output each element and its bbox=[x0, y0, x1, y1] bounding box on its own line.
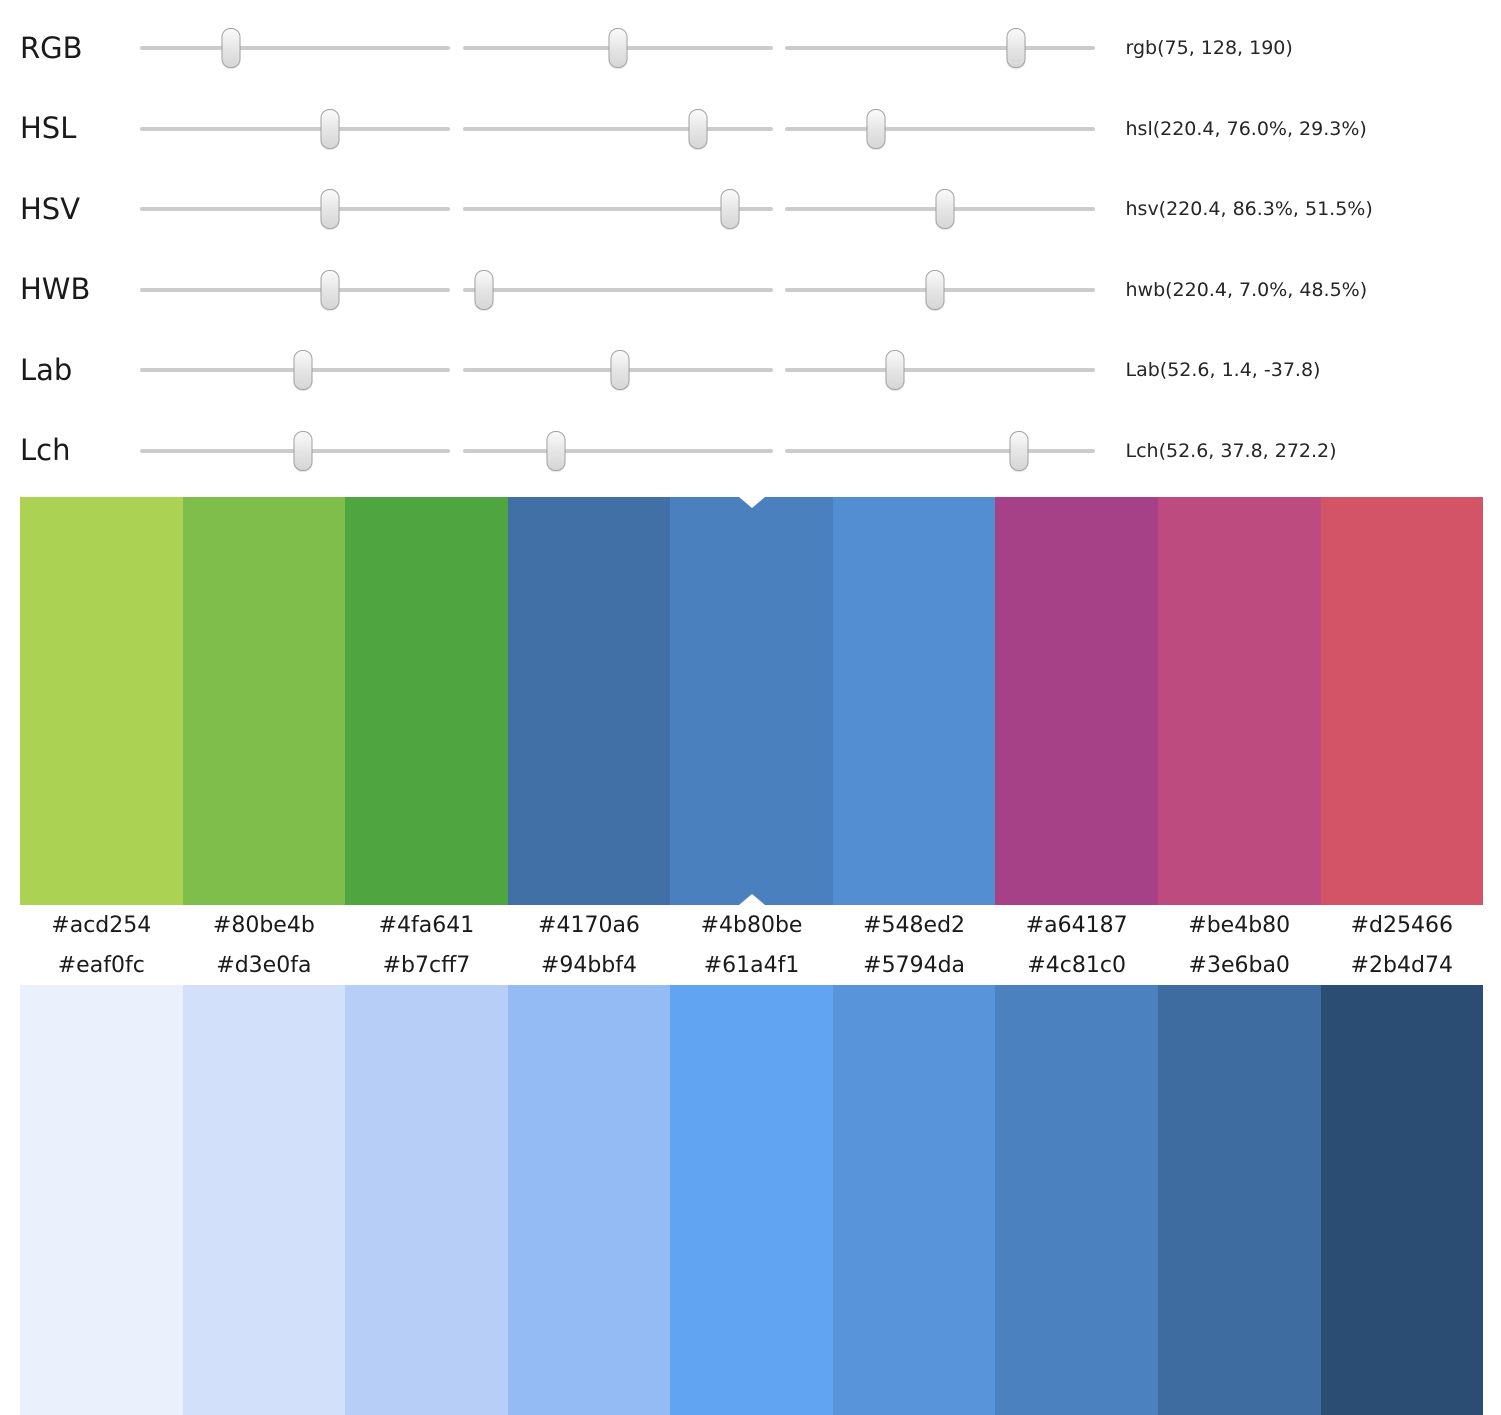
slider-row-lch: Lch Lch(52.6, 37.8, 272.2) bbox=[0, 411, 1501, 492]
slider-thumb[interactable] bbox=[610, 350, 630, 391]
slider-track[interactable] bbox=[140, 429, 450, 473]
swatch-hex-label: #eaf0fc bbox=[57, 952, 145, 978]
slider-thumb[interactable] bbox=[925, 269, 945, 310]
swatch-hex-label: #acd254 bbox=[51, 912, 152, 938]
swatch-hex-label: #4b80be bbox=[700, 912, 803, 938]
palette-swatch[interactable] bbox=[1157, 985, 1321, 1415]
color-readout-lab: Lab(52.6, 1.4, -37.8) bbox=[1125, 359, 1321, 382]
color-readout-hsv: hsv(220.4, 86.3%, 51.5%) bbox=[1125, 198, 1373, 221]
slider-thumb[interactable] bbox=[320, 269, 340, 310]
slider-thumb[interactable] bbox=[474, 269, 494, 310]
slider-thumb[interactable] bbox=[720, 189, 740, 230]
slider-thumb[interactable] bbox=[866, 108, 886, 149]
slider-track[interactable] bbox=[785, 187, 1095, 231]
slider-row-lab: Lab Lab(52.6, 1.4, -37.8) bbox=[0, 330, 1501, 411]
palette-swatch[interactable] bbox=[182, 497, 346, 905]
palette-swatch[interactable] bbox=[20, 985, 183, 1415]
palette-swatch[interactable] bbox=[995, 985, 1158, 1415]
color-readout-rgb: rgb(75, 128, 190) bbox=[1125, 37, 1293, 60]
swatch-hex-label: #61a4f1 bbox=[703, 952, 800, 978]
slider-thumb[interactable] bbox=[293, 430, 313, 471]
slider-thumb[interactable] bbox=[1009, 430, 1029, 471]
slider-thumb[interactable] bbox=[546, 430, 566, 471]
slider-thumb[interactable] bbox=[935, 189, 955, 230]
swatch-hex-label: #94bbf4 bbox=[540, 952, 638, 978]
palette-swatch[interactable] bbox=[670, 985, 833, 1415]
slider-row-rgb: RGB rgb(75, 128, 190) bbox=[0, 8, 1501, 89]
palette-swatch[interactable] bbox=[1320, 985, 1484, 1415]
palette-swatch-selected[interactable] bbox=[670, 497, 833, 905]
swatch-hex-label: #d3e0fa bbox=[216, 952, 312, 978]
color-readout-hsl: hsl(220.4, 76.0%, 29.3%) bbox=[1125, 117, 1367, 140]
colorspace-label-hsl: HSL bbox=[20, 111, 77, 146]
palette-swatch[interactable] bbox=[832, 985, 996, 1415]
slider-row-hsv: HSV hsv(220.4, 86.3%, 51.5%) bbox=[0, 169, 1501, 250]
palette-swatch[interactable] bbox=[182, 985, 346, 1415]
slider-track[interactable] bbox=[462, 268, 773, 312]
slider-thumb[interactable] bbox=[320, 108, 340, 149]
slider-row-hsl: HSL hsl(220.4, 76.0%, 29.3%) bbox=[0, 89, 1501, 170]
palette-swatch[interactable] bbox=[20, 497, 183, 905]
palette-swatch[interactable] bbox=[995, 497, 1158, 905]
slider-thumb[interactable] bbox=[1006, 28, 1026, 69]
slider-thumb[interactable] bbox=[688, 108, 708, 149]
slider-track[interactable] bbox=[785, 348, 1095, 392]
swatch-hex-label: #4170a6 bbox=[538, 912, 640, 938]
palette-swatch[interactable] bbox=[832, 497, 996, 905]
colorspace-label-hwb: HWB bbox=[20, 272, 91, 307]
swatch-hex-label: #5794da bbox=[863, 952, 966, 978]
slider-track[interactable] bbox=[785, 26, 1095, 70]
colorspace-label-lab: Lab bbox=[20, 352, 73, 387]
slider-thumb[interactable] bbox=[608, 28, 628, 69]
slider-track[interactable] bbox=[785, 268, 1095, 312]
slider-track[interactable] bbox=[785, 107, 1095, 151]
hue-palette-hex-labels: #acd254 #80be4b #4fa641 #4170a6 #4b80be #548e… bbox=[20, 905, 1483, 945]
swatch-hex-label: #80be4b bbox=[212, 912, 315, 938]
slider-track[interactable] bbox=[462, 348, 773, 392]
slider-track[interactable] bbox=[140, 26, 450, 70]
swatch-hex-label: #a64187 bbox=[1025, 912, 1128, 938]
hue-palette-strip bbox=[20, 497, 1484, 905]
palette-swatch[interactable] bbox=[507, 497, 671, 905]
colorspace-label-hsv: HSV bbox=[20, 191, 81, 226]
slider-track[interactable] bbox=[140, 107, 450, 151]
slider-thumb[interactable] bbox=[885, 350, 905, 391]
slider-track[interactable] bbox=[462, 429, 773, 473]
swatch-hex-label: #3e6ba0 bbox=[1188, 952, 1290, 978]
tint-shade-hex-labels: #eaf0fc #d3e0fa #b7cff7 #94bbf4 #61a4f1 #5794… bbox=[20, 945, 1483, 985]
colorspace-label-lch: Lch bbox=[20, 433, 71, 468]
palette-swatch[interactable] bbox=[345, 985, 508, 1415]
slider-track[interactable] bbox=[785, 429, 1095, 473]
color-readout-hwb: hwb(220.4, 7.0%, 48.5%) bbox=[1125, 278, 1368, 301]
palette-swatch[interactable] bbox=[507, 985, 671, 1415]
slider-track[interactable] bbox=[462, 187, 773, 231]
palette-swatch[interactable] bbox=[1157, 497, 1321, 905]
slider-thumb[interactable] bbox=[293, 350, 313, 391]
palette-swatch[interactable] bbox=[345, 497, 508, 905]
swatch-hex-label: #2b4d74 bbox=[1350, 952, 1453, 978]
swatch-hex-label: #548ed2 bbox=[863, 912, 966, 938]
slider-panel: RGB rgb(75, 128, 190) HSL hsl(220.4, 76.… bbox=[0, 0, 1501, 497]
colorspace-label-rgb: RGB bbox=[20, 30, 83, 65]
slider-row-hwb: HWB hwb(220.4, 7.0%, 48.5%) bbox=[0, 250, 1501, 331]
slider-thumb[interactable] bbox=[221, 28, 241, 69]
color-readout-lch: Lch(52.6, 37.8, 272.2) bbox=[1125, 439, 1337, 462]
palette-swatch[interactable] bbox=[1320, 497, 1484, 905]
slider-track[interactable] bbox=[140, 348, 450, 392]
slider-track[interactable] bbox=[140, 268, 450, 312]
swatch-hex-label: #be4b80 bbox=[1188, 912, 1291, 938]
swatch-hex-label: #d25466 bbox=[1350, 912, 1453, 938]
swatch-hex-label: #4fa641 bbox=[378, 912, 475, 938]
slider-thumb[interactable] bbox=[320, 189, 340, 230]
slider-track[interactable] bbox=[462, 107, 773, 151]
swatch-hex-label: #4c81c0 bbox=[1027, 952, 1126, 978]
tint-shade-palette-strip bbox=[20, 985, 1484, 1415]
swatch-hex-label: #b7cff7 bbox=[382, 952, 471, 978]
slider-track[interactable] bbox=[140, 187, 450, 231]
slider-track[interactable] bbox=[462, 26, 773, 70]
